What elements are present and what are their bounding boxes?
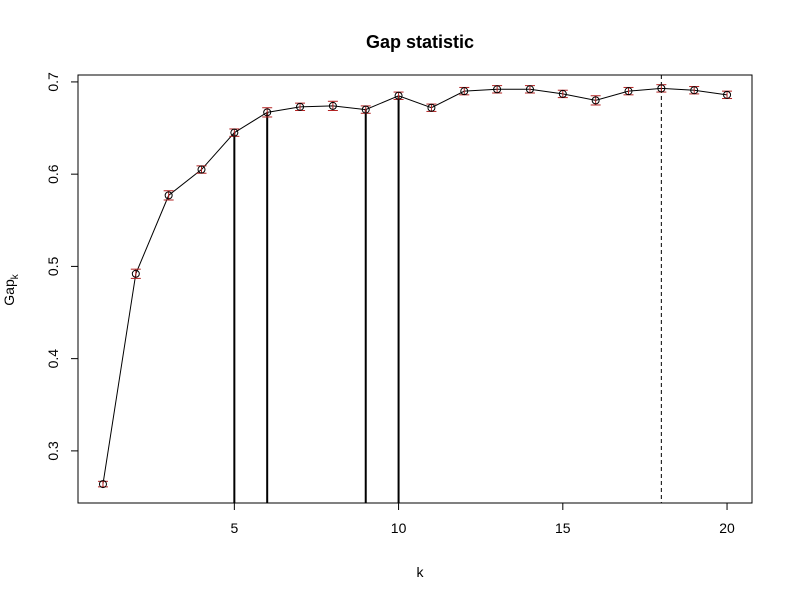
data-point-4 [197,165,206,174]
y-tick-label-0.5: 0.5 [45,256,61,276]
data-point-7 [296,102,305,111]
data-point-6 [263,108,272,117]
data-point-12 [460,87,469,96]
data-point-18 [657,84,666,93]
x-tick-label-5: 5 [230,520,238,536]
data-point-14 [525,85,534,94]
y-tick-label-0.4: 0.4 [45,349,61,369]
data-point-1 [98,480,107,489]
data-point-8 [328,101,337,110]
y-tick-label-0.6: 0.6 [45,164,61,184]
y-tick-label-0.3: 0.3 [45,441,61,461]
data-point-9 [361,105,370,114]
y-axis-label-main: Gap [1,279,17,306]
y-tick-label-0.7: 0.7 [45,72,61,92]
data-point-2 [131,269,140,278]
data-point-3 [164,191,173,200]
x-tick-label-10: 10 [391,520,407,536]
y-axis-label: Gapk [1,273,21,305]
chart-title: Gap statistic [366,32,474,52]
x-tick-label-15: 15 [555,520,571,536]
data-point-5 [230,128,239,137]
data-point-16 [591,96,600,105]
x-tick-label-20: 20 [719,520,735,536]
data-point-15 [558,89,567,98]
data-point-13 [493,85,502,94]
data-point-17 [624,87,633,96]
data-point-11 [427,103,436,112]
y-axis-label-subscript: k [10,273,21,279]
data-point-10 [394,91,403,100]
plot-frame [77,74,753,504]
x-axis-label: k [417,564,425,580]
gap-series-line [102,87,728,485]
data-point-19 [690,86,699,95]
data-point-20 [723,90,732,99]
